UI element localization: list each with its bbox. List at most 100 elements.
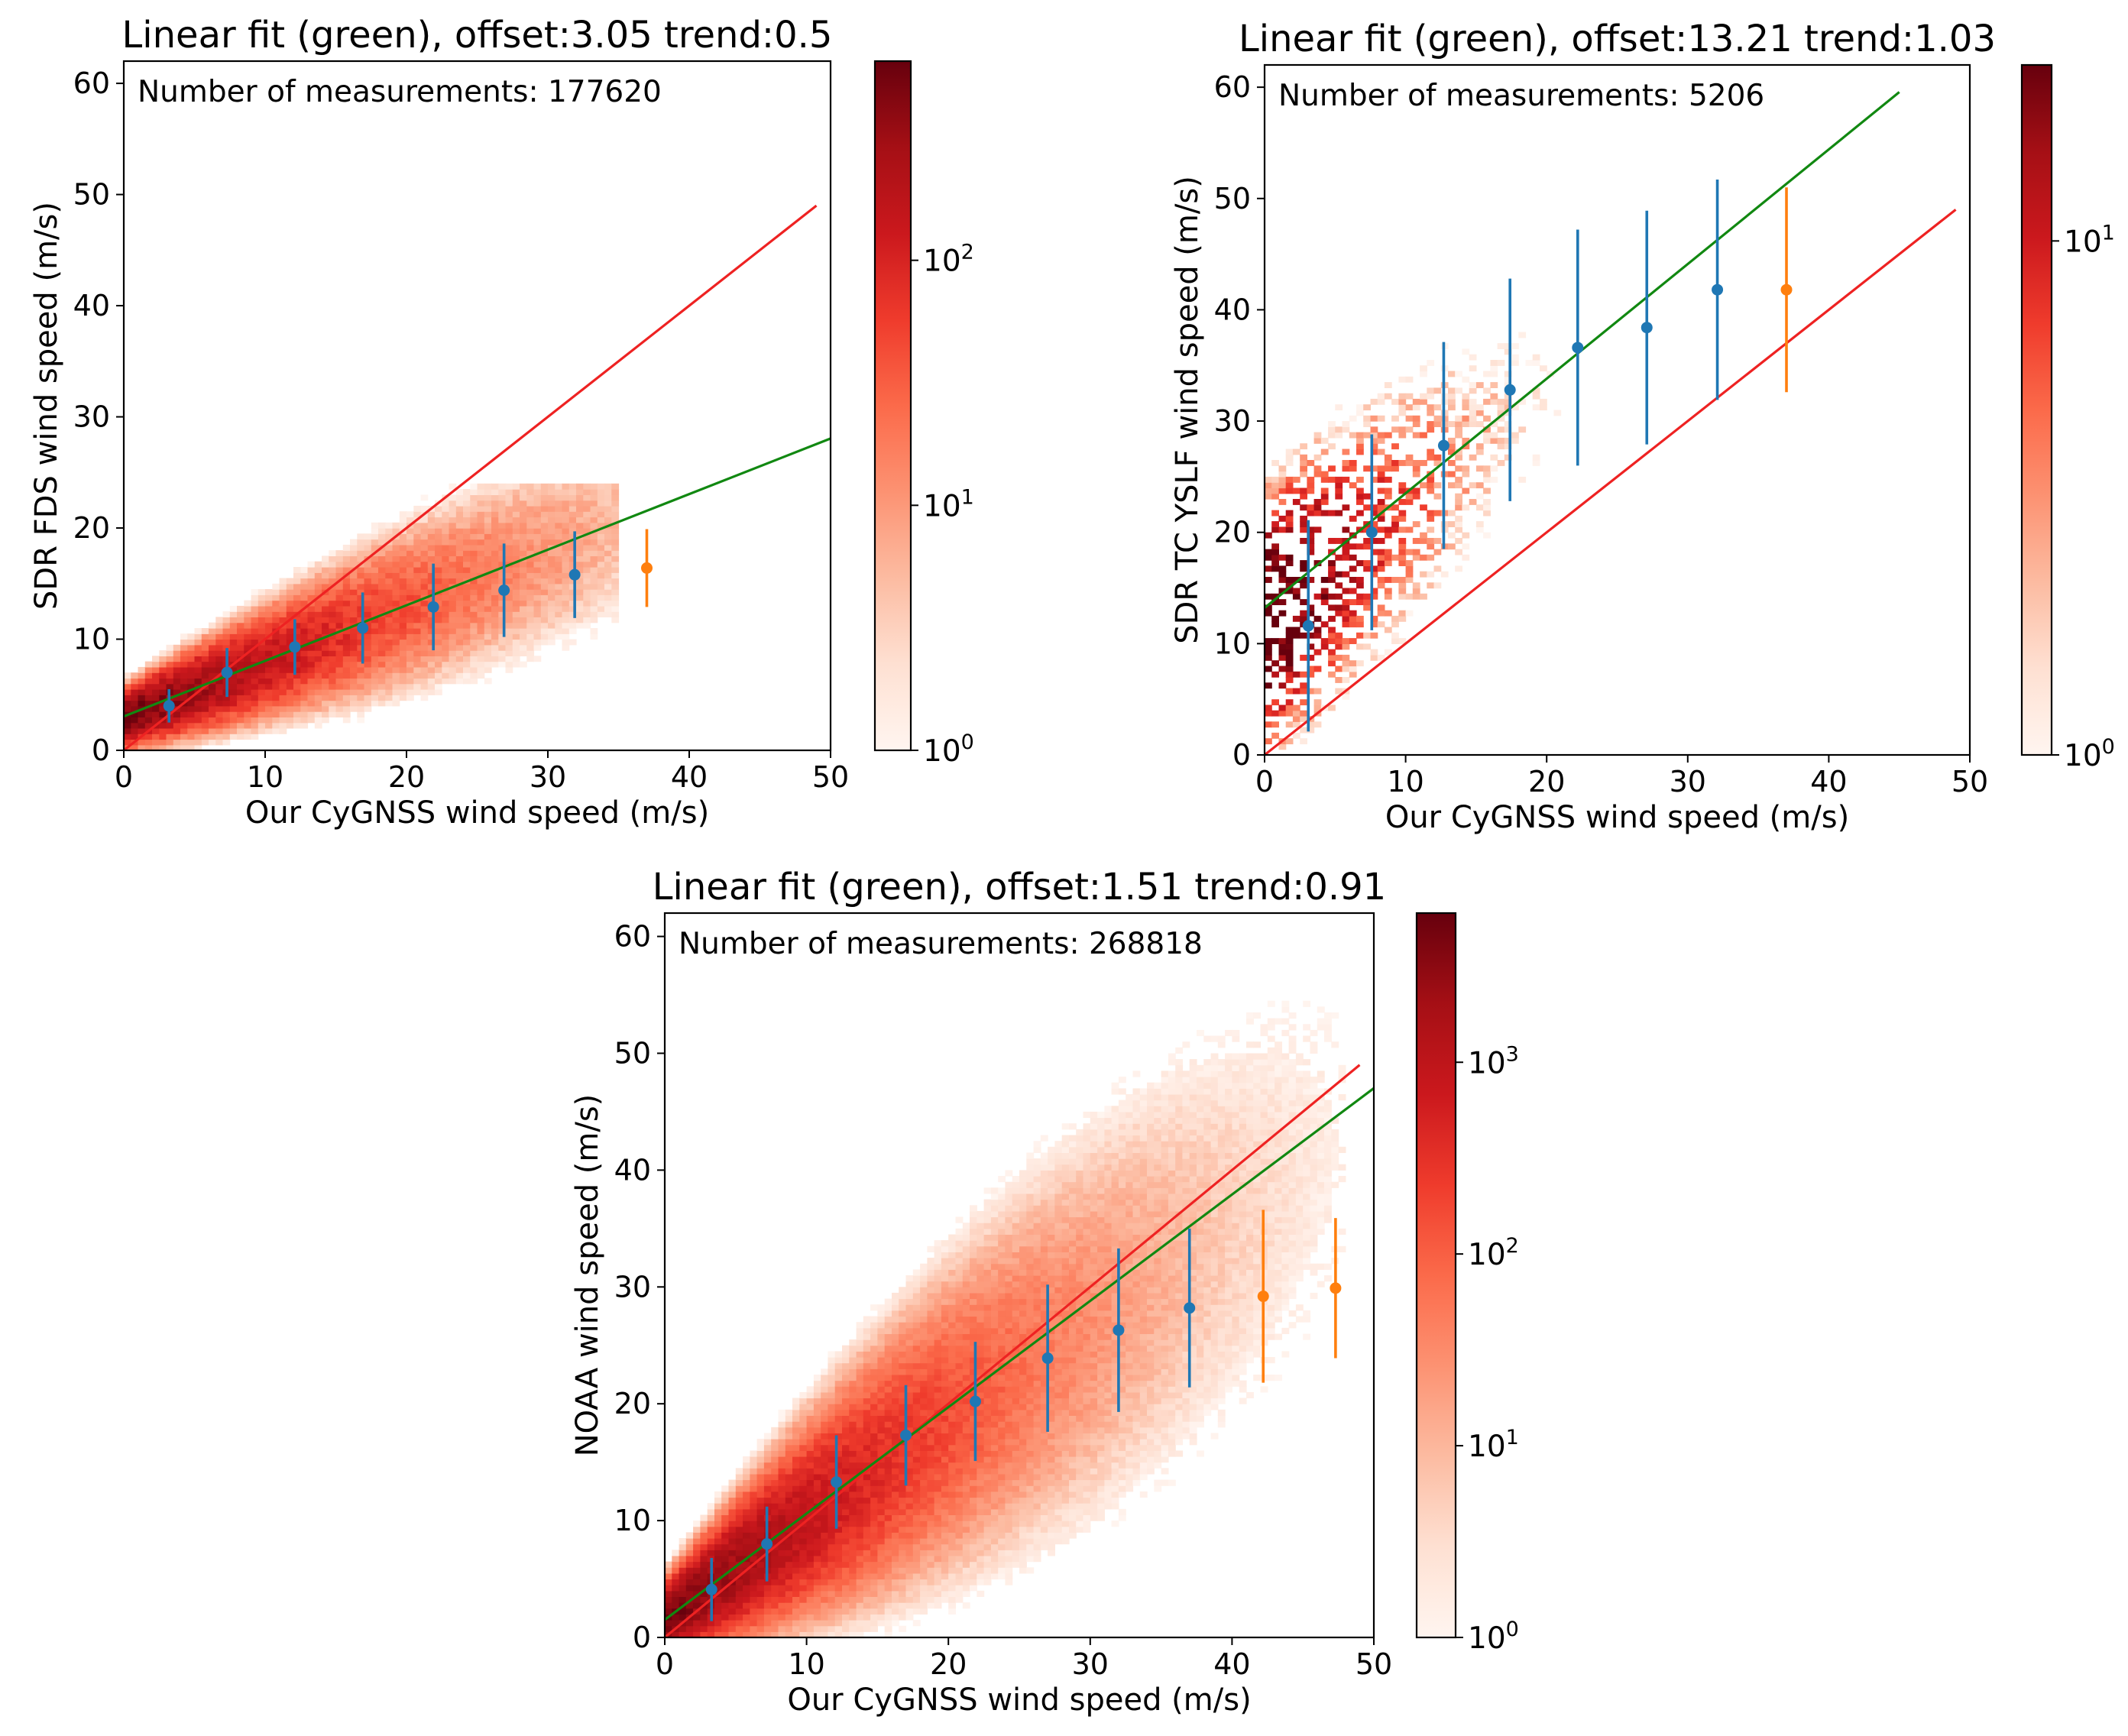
one-to-one-line (124, 204, 818, 750)
y-tick-label: 30 (614, 1270, 651, 1304)
binned-mean-point (1504, 384, 1516, 396)
binned-mean-point (1184, 1302, 1196, 1314)
measurement-count: Number of measurements: 5206 (1278, 79, 1764, 113)
y-tick-label: 20 (1214, 516, 1251, 549)
colorbar-frame (1415, 912, 1457, 1639)
y-axis-label: NOAA wind speed (m/s) (570, 1094, 605, 1457)
x-tick-label: 50 (1356, 1647, 1392, 1681)
binned-mean-point (705, 1583, 717, 1595)
colorbar-gradient (1417, 913, 1456, 1637)
y-tick-label: 50 (614, 1036, 651, 1070)
density-heatmap (665, 1000, 1346, 1637)
chart-title: Linear fit (green), offset:3.05 trend:0.… (122, 14, 833, 57)
colorbar: 100 101 102 103 (1415, 912, 1519, 1656)
x-tick-label: 40 (1810, 765, 1847, 798)
y-tick-label: 30 (1214, 404, 1251, 438)
x-axis-label: Our CyGNSS wind speed (m/s) (787, 1683, 1251, 1718)
binned-mean-point (1041, 1352, 1054, 1365)
plot-frame (122, 60, 832, 752)
binned-mean-point (568, 568, 581, 581)
binned-mean-point (1330, 1282, 1342, 1294)
measurement-count: Number of measurements: 177620 (138, 75, 662, 109)
chart-fds: 0 10 20 30 40 50 0 10 20 30 40 50 60 Linear fit (gree… (29, 14, 974, 831)
binned-mean-point (969, 1395, 981, 1407)
y-tick-label: 0 (1232, 738, 1251, 772)
x-tick-label: 10 (247, 760, 283, 794)
x-tick-label: 30 (530, 760, 566, 794)
chart-yslf: 0 10 20 30 40 50 0 10 20 30 40 50 60 Linear fit (gree… (1170, 18, 2115, 835)
colorbar-tick-label: 102 (1468, 1234, 1519, 1272)
y-tick-label: 60 (614, 920, 651, 954)
x-tick-label: 10 (1387, 765, 1424, 798)
x-axis-label: Our CyGNSS wind speed (m/s) (245, 795, 709, 831)
colorbar-tick-label: 100 (1468, 1618, 1519, 1656)
binned-mean-point (1113, 1324, 1125, 1336)
x-tick-label: 10 (788, 1647, 824, 1681)
y-axis-label: SDR TC YSLF wind speed (m/s) (1170, 176, 1205, 644)
colorbar-tick-label: 102 (923, 241, 974, 279)
y-tick-label: 50 (1214, 182, 1251, 215)
density-heatmap (1265, 332, 1562, 750)
plot-frame (1263, 63, 1971, 756)
y-tick-label: 40 (614, 1153, 651, 1187)
binned-mean-point (498, 585, 510, 597)
plot-frame (663, 912, 1375, 1639)
linear-fit-line (665, 1087, 1374, 1621)
y-tick-label: 10 (1214, 627, 1251, 660)
binned-mean-point (761, 1538, 773, 1550)
colorbar-gradient (2022, 65, 2052, 755)
y-tick-label: 0 (633, 1621, 651, 1654)
y-tick-label: 50 (73, 178, 110, 212)
binned-mean-point (1302, 620, 1314, 632)
colorbar-tick-label: 101 (2064, 221, 2115, 259)
x-tick-label: 40 (1213, 1647, 1250, 1681)
y-tick-label: 30 (73, 400, 110, 434)
x-tick-label: 20 (1528, 765, 1565, 798)
chart-title: Linear fit (green), offset:13.21 trend:1… (1239, 18, 1996, 60)
binned-mean-point (427, 601, 439, 613)
y-tick-label: 40 (73, 289, 110, 322)
binned-mean-point (163, 700, 175, 712)
y-tick-label: 20 (614, 1387, 651, 1420)
colorbar-tick-label: 103 (1468, 1042, 1519, 1080)
colorbar-frame (2020, 63, 2053, 756)
x-tick-label: 50 (1951, 765, 1988, 798)
x-tick-label: 30 (1670, 765, 1706, 798)
x-tick-label: 20 (930, 1647, 967, 1681)
y-tick-label: 10 (73, 623, 110, 656)
colorbar: 100 101 102 (873, 60, 974, 769)
y-tick-label: 60 (73, 66, 110, 100)
binned-mean-point (1572, 342, 1584, 354)
x-tick-label: 0 (656, 1647, 674, 1681)
x-tick-label: 40 (671, 760, 708, 794)
one-to-one-line (1265, 209, 1957, 755)
x-tick-label: 30 (1072, 1647, 1109, 1681)
binned-mean-point (221, 666, 233, 679)
binned-mean-point (900, 1429, 912, 1441)
binned-mean-point (1712, 283, 1724, 296)
measurement-count: Number of measurements: 268818 (679, 927, 1203, 961)
x-axis-label: Our CyGNSS wind speed (m/s) (1385, 800, 1849, 835)
colorbar-tick-label: 101 (923, 485, 974, 523)
binned-mean-point (1641, 322, 1653, 334)
x-tick-label: 0 (115, 760, 133, 794)
y-tick-label: 40 (1214, 293, 1251, 326)
x-tick-label: 20 (388, 760, 425, 794)
one-to-one-line (665, 1064, 1361, 1637)
binned-mean-point (357, 622, 369, 634)
binned-mean-point (1780, 283, 1793, 296)
density-heatmap (124, 483, 620, 750)
x-tick-label: 0 (1255, 765, 1274, 798)
linear-fit-line (124, 437, 831, 718)
colorbar: 100 101 (2020, 63, 2115, 773)
colorbar-frame (873, 60, 912, 752)
chart-title: Linear fit (green), offset:1.51 trend:0.… (653, 866, 1386, 908)
colorbar-tick-label: 100 (923, 730, 974, 769)
binned-mean-point (641, 562, 653, 574)
binned-mean-point (1257, 1291, 1269, 1303)
binned-mean-point (1365, 526, 1378, 539)
y-tick-label: 10 (614, 1504, 651, 1537)
y-axis-label: SDR FDS wind speed (m/s) (29, 202, 64, 610)
